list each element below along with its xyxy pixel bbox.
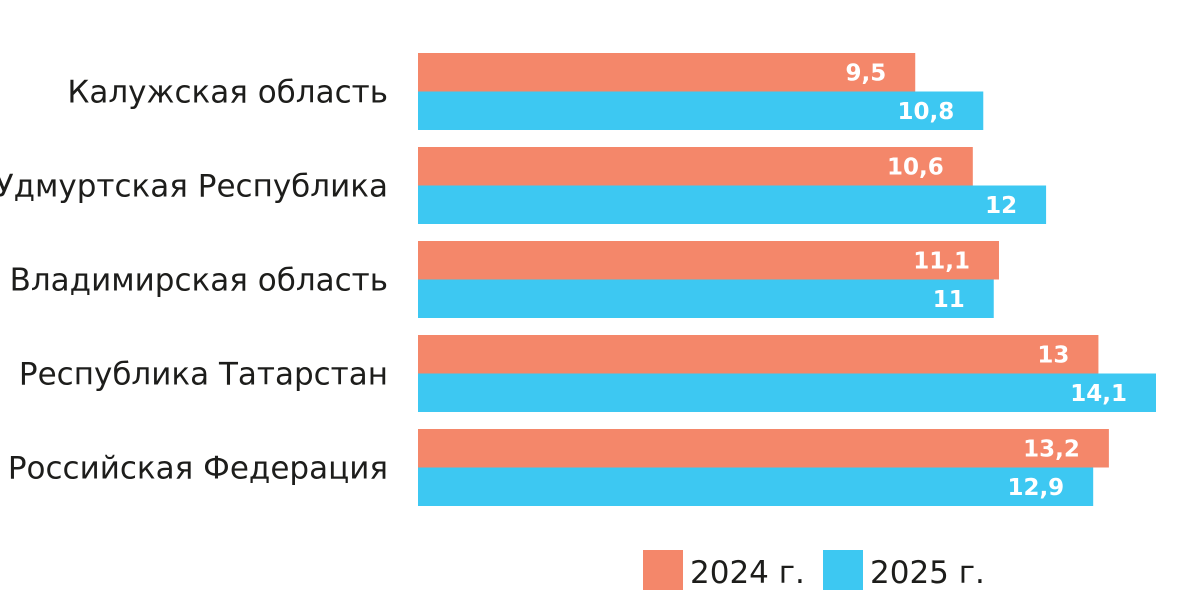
bars bbox=[418, 53, 1156, 506]
bar bbox=[418, 467, 1094, 506]
bar bbox=[418, 335, 1099, 374]
bar bbox=[418, 147, 973, 186]
bar bbox=[418, 279, 994, 318]
data-label: 13 bbox=[1037, 342, 1069, 368]
data-label: 12,9 bbox=[1007, 475, 1064, 501]
data-label: 13,2 bbox=[1023, 436, 1080, 462]
bar bbox=[418, 91, 984, 130]
data-label: 9,5 bbox=[845, 60, 886, 86]
category-label: Республика Татарстан bbox=[19, 357, 388, 393]
bar bbox=[418, 373, 1156, 412]
data-label: 11 bbox=[933, 287, 965, 313]
data-label: 11,1 bbox=[913, 248, 970, 274]
category-label: Калужская область bbox=[67, 75, 388, 111]
bar bbox=[418, 185, 1047, 224]
legend-swatch bbox=[823, 550, 863, 590]
legend-label: 2025 г. bbox=[870, 555, 985, 591]
category-label: Российская Федерация bbox=[8, 451, 388, 487]
legend-label: 2024 г. bbox=[690, 555, 805, 591]
data-label: 10,8 bbox=[898, 99, 955, 125]
bar bbox=[418, 429, 1109, 468]
data-label: 14,1 bbox=[1070, 381, 1127, 407]
bar bbox=[418, 53, 916, 92]
bar bbox=[418, 241, 999, 280]
data-label: 10,6 bbox=[887, 154, 944, 180]
category-label: Владимирская область bbox=[10, 263, 388, 299]
data-label: 12 bbox=[985, 193, 1017, 219]
category-labels: Калужская область Удмуртская Республика Вл… bbox=[0, 75, 388, 487]
legend: 2024 г. 2025 г. bbox=[643, 550, 985, 591]
legend-swatch bbox=[643, 550, 683, 590]
category-label: Удмуртская Республика bbox=[0, 169, 388, 205]
